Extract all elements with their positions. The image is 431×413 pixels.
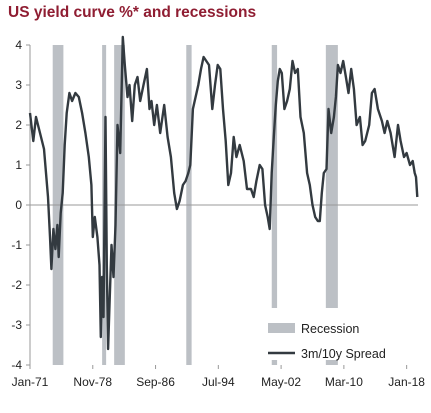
x-tick-label: Sep-86 xyxy=(136,375,175,389)
legend-background xyxy=(262,308,414,360)
y-tick-label: 4 xyxy=(15,38,22,52)
legend: Recession 3m/10y Spread xyxy=(262,308,414,361)
y-tick-label: -3 xyxy=(11,318,22,332)
series-line-1 xyxy=(28,35,419,351)
x-tick-label: Mar-10 xyxy=(325,375,363,389)
x-axis-ticks: Jan-71 Nov-78 Sep-86 Jul-94 May-02 Mar-10 Jan-… xyxy=(12,365,425,389)
legend-spread-label: 3m/10y Spread xyxy=(301,347,386,361)
y-axis-ticks: 4 3 2 1 0 -1 -2 -3 -4 xyxy=(11,38,30,372)
y-tick-label: 2 xyxy=(15,118,22,132)
y-tick-label: 3 xyxy=(15,78,22,92)
y-tick-label: 0 xyxy=(15,198,22,212)
x-tick-label: Nov-78 xyxy=(73,375,112,389)
y-tick-label: -4 xyxy=(11,358,22,372)
legend-recession-label: Recession xyxy=(301,322,359,336)
series-layer xyxy=(28,35,419,351)
x-tick-label: May-02 xyxy=(261,375,301,389)
x-tick-label: Jan-71 xyxy=(12,375,49,389)
legend-recession-swatch xyxy=(268,323,295,333)
x-tick-label: Jan-18 xyxy=(388,375,425,389)
x-tick-label: Jul-94 xyxy=(202,375,235,389)
chart-title: US yield curve %* and recessions xyxy=(8,4,257,21)
y-tick-label: -1 xyxy=(11,238,22,252)
y-tick-label: 1 xyxy=(15,158,22,172)
y-tick-label: -2 xyxy=(11,278,22,292)
